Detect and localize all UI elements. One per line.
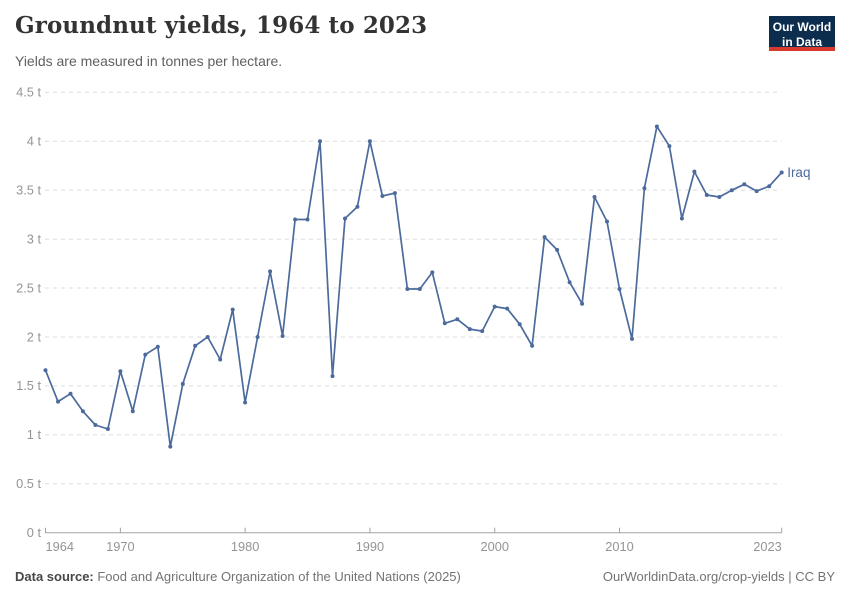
data-point[interactable] — [218, 357, 223, 362]
x-tick-label: 1964 — [46, 539, 74, 554]
data-point[interactable] — [155, 344, 160, 349]
data-point[interactable] — [654, 124, 659, 129]
x-tick-label: 2010 — [605, 539, 633, 554]
data-point[interactable] — [717, 195, 722, 199]
data-point[interactable] — [193, 343, 198, 348]
y-tick-label: 1 t — [27, 427, 42, 442]
data-point[interactable] — [80, 409, 85, 414]
data-point[interactable] — [492, 304, 497, 309]
x-tick-label: 1970 — [106, 539, 134, 554]
data-point[interactable] — [417, 287, 422, 291]
y-tick-label: 3.5 t — [16, 182, 41, 197]
data-point[interactable] — [118, 369, 123, 374]
data-point[interactable] — [355, 204, 360, 209]
series-label: Iraq — [787, 165, 810, 180]
data-point[interactable] — [318, 139, 322, 144]
data-point[interactable] — [642, 186, 647, 191]
data-point[interactable] — [430, 270, 435, 275]
gridlines: 0 t 0.5 t 1 t 1.5 t 2 t 2.5 t 3 t 3.5 t 4 t 4.5 t — [16, 85, 782, 540]
data-point[interactable] — [43, 368, 48, 373]
data-source-note: Data source: Food and Agriculture Organi… — [15, 569, 461, 584]
data-point[interactable] — [630, 336, 634, 341]
data-point[interactable] — [442, 321, 447, 326]
data-point[interactable] — [105, 427, 110, 431]
data-point[interactable] — [505, 306, 510, 311]
data-point[interactable] — [343, 216, 347, 221]
data-point[interactable] — [455, 317, 460, 322]
data-point[interactable] — [392, 191, 397, 196]
data-point[interactable] — [330, 374, 335, 379]
data-point[interactable] — [367, 139, 372, 144]
data-point[interactable] — [380, 194, 385, 198]
data-point[interactable] — [93, 423, 98, 427]
chart-title: Groundnut yields, 1964 to 2023 — [15, 12, 428, 39]
x-tick-label: 2023 — [753, 539, 781, 554]
data-point[interactable] — [143, 352, 148, 357]
data-point[interactable] — [729, 188, 734, 193]
data-point[interactable] — [580, 301, 585, 306]
x-axis: 1964 1970 1980 1990 2000 2010 2023 — [45, 527, 783, 554]
data-point[interactable] — [517, 322, 522, 327]
chart-subtitle: Yields are measured in tonnes per hectar… — [15, 53, 283, 69]
data-point[interactable] — [679, 216, 684, 221]
data-point[interactable] — [130, 409, 135, 414]
y-tick-label: 0.5 t — [16, 476, 41, 491]
owid-logo[interactable]: Our World in Data — [769, 16, 835, 51]
data-point[interactable] — [467, 327, 472, 332]
chart-footer: Data source: Food and Agriculture Organi… — [15, 569, 835, 584]
data-point[interactable] — [742, 182, 747, 187]
x-tick-label: 1990 — [356, 539, 384, 554]
y-tick-label: 2 t — [27, 329, 42, 344]
x-tick-label: 1980 — [231, 539, 259, 554]
data-point[interactable] — [617, 287, 622, 291]
data-point[interactable] — [779, 170, 784, 175]
logo-line-2: in Data — [781, 35, 822, 50]
data-point[interactable] — [605, 219, 609, 224]
data-point[interactable] — [255, 335, 260, 339]
logo-line-1: Our World — [772, 20, 832, 34]
data-source-text: Food and Agriculture Organization of the… — [93, 569, 461, 584]
data-point[interactable] — [667, 144, 672, 149]
data-point[interactable] — [280, 334, 285, 338]
data-point[interactable] — [305, 217, 310, 222]
license-note: OurWorldinData.org/crop-yields | CC BY — [602, 569, 835, 584]
y-tick-label: 4 t — [27, 134, 42, 149]
series-line — [44, 125, 783, 448]
data-point[interactable] — [754, 189, 759, 194]
data-point[interactable] — [692, 169, 697, 174]
data-point[interactable] — [567, 280, 572, 285]
data-point[interactable] — [555, 247, 560, 252]
data-point[interactable] — [530, 343, 535, 348]
data-point[interactable] — [704, 193, 709, 197]
data-point[interactable] — [168, 444, 173, 449]
y-tick-label: 3 t — [27, 231, 42, 246]
y-tick-label: 0 t — [27, 525, 42, 540]
data-point[interactable] — [405, 287, 410, 291]
data-point[interactable] — [68, 391, 73, 396]
data-point[interactable] — [592, 195, 597, 199]
y-tick-label: 1.5 t — [16, 378, 41, 393]
data-point[interactable] — [268, 269, 273, 274]
data-point[interactable] — [767, 184, 772, 189]
data-point[interactable] — [542, 235, 547, 240]
data-point[interactable] — [180, 381, 185, 386]
data-point[interactable] — [480, 329, 485, 334]
data-point[interactable] — [230, 307, 235, 312]
data-point[interactable] — [243, 400, 248, 405]
data-point[interactable] — [293, 217, 298, 222]
data-source-label: Data source: — [15, 569, 94, 584]
y-tick-label: 4.5 t — [16, 85, 41, 100]
data-point[interactable] — [205, 335, 210, 339]
series-iraq: Iraq — [43, 124, 810, 449]
x-tick-label: 2000 — [480, 539, 508, 554]
data-point[interactable] — [56, 399, 60, 404]
y-tick-label: 2.5 t — [16, 280, 41, 295]
